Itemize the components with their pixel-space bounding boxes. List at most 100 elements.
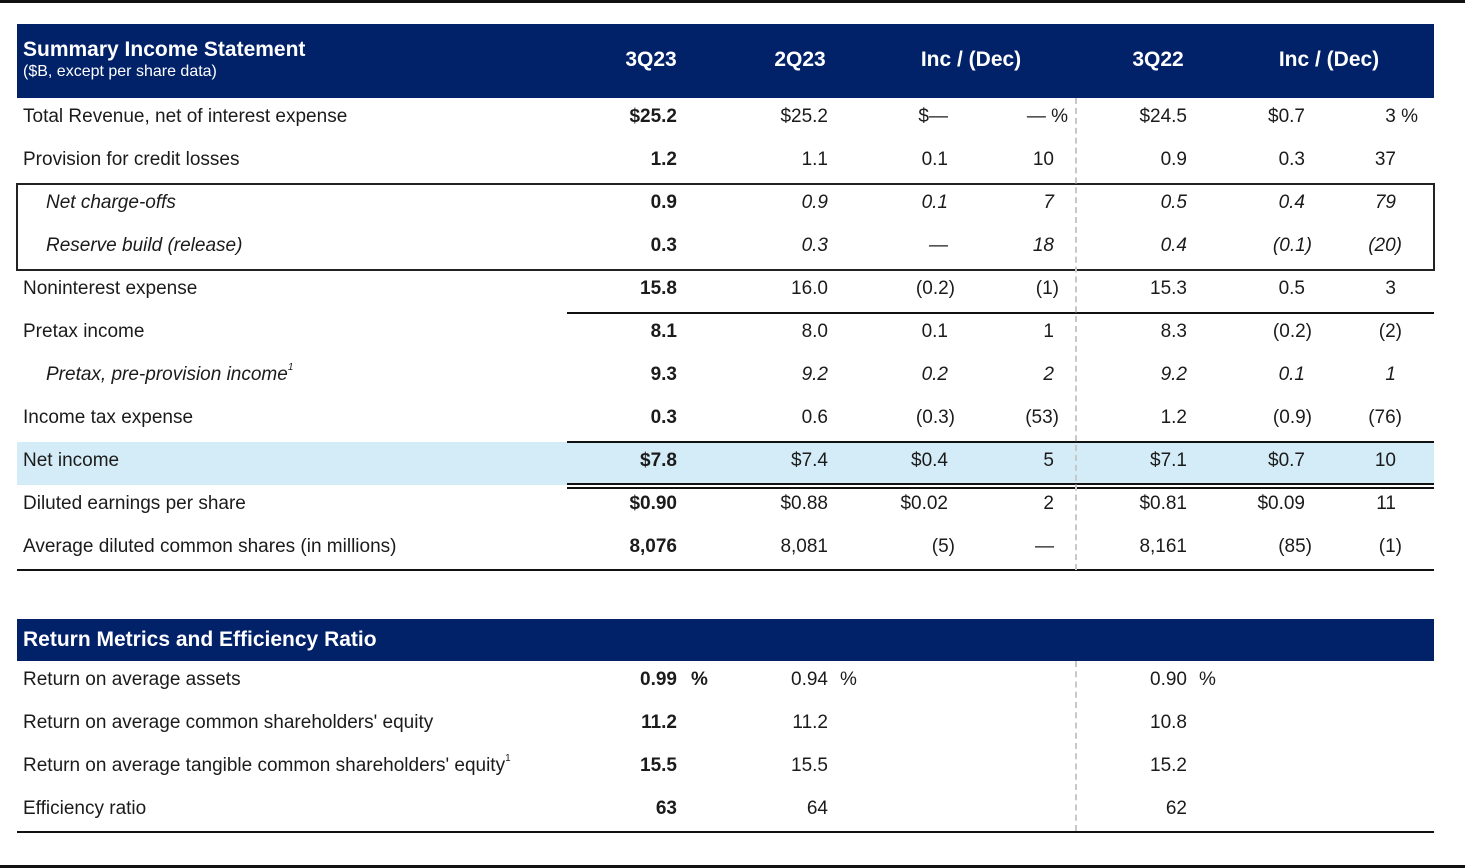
row-label: Efficiency ratio (23, 798, 147, 819)
column-header-inc-dec-qoq: Inc / (Dec) (920, 48, 1022, 71)
footnote-marker: 1 (287, 362, 294, 373)
change-amount-yoy: $0.7 (1268, 106, 1305, 127)
value-3q22: 62 (1165, 798, 1187, 819)
change-amount-qoq: 0.1 (921, 149, 948, 170)
change-percent-qoq: — % (1026, 106, 1068, 127)
row-label: Provision for credit losses (23, 149, 240, 170)
change-amount-qoq: 0.1 (921, 321, 948, 342)
change-percent-yoy: (76) (1368, 407, 1402, 428)
value-2q23: 0.9 (801, 192, 828, 213)
value-3q23: 63 (655, 798, 677, 819)
table-bottom-rule (17, 831, 1434, 833)
change-amount-yoy: 0.5 (1278, 278, 1305, 299)
change-percent-yoy: (2) (1378, 321, 1402, 342)
table-row: Average diluted common shares (in millio… (17, 528, 1434, 571)
table-row: Return on average tangible common shareh… (17, 747, 1434, 790)
value-3q23: 0.3 (650, 235, 677, 256)
table-row-highlighted: Net income $7.8 $7.4 $0.4 5 $7.1 $0.7 10 (17, 442, 1434, 485)
change-percent-yoy: 37 (1374, 149, 1396, 170)
change-percent-yoy: 10 (1374, 450, 1396, 471)
value-3q22: 0.5 (1160, 192, 1187, 213)
change-amount-yoy: (0.2) (1272, 321, 1312, 342)
table-row: Noninterest expense 15.8 16.0 (0.2) (1) … (17, 270, 1434, 313)
change-amount-qoq: (0.3) (915, 407, 955, 428)
value-3q22: 1.2 (1160, 407, 1187, 428)
return-metrics-header: Return Metrics and Efficiency Ratio (17, 619, 1434, 661)
row-label-text: Pretax, pre-provision income (46, 364, 288, 385)
value-3q23: 8.1 (650, 321, 677, 342)
subtotal-rule (567, 441, 1434, 443)
change-amount-qoq: (5) (931, 536, 955, 557)
change-percent-yoy: 79 (1374, 192, 1396, 213)
value-2q23: 8,081 (780, 536, 828, 557)
table-row: Reserve build (release) 0.3 0.3 — 18 0.4… (17, 227, 1434, 270)
row-label: Pretax, pre-provision income1 (46, 362, 294, 386)
table-row: Net charge-offs 0.9 0.9 0.1 7 0.5 0.4 79 (17, 184, 1434, 227)
value-2q23: $25.2 (780, 106, 828, 127)
income-statement-header: Summary Income Statement ($B, except per… (17, 24, 1434, 98)
row-label: Income tax expense (23, 407, 194, 428)
value-3q22: 10.8 (1150, 712, 1187, 733)
table-row: Pretax income 8.1 8.0 0.1 1 8.3 (0.2) (2… (17, 313, 1434, 356)
row-label: Noninterest expense (23, 278, 198, 299)
change-amount-qoq: $— (918, 106, 948, 127)
percent-sign: % (1199, 669, 1216, 690)
row-label: Average diluted common shares (in millio… (23, 536, 397, 557)
change-percent-qoq: 10 (1032, 149, 1054, 170)
table-row: Return on average assets 0.99 % 0.94 % 0… (17, 661, 1434, 704)
value-2q23: 0.94 (791, 669, 828, 690)
table-row: Total Revenue, net of interest expense $… (17, 98, 1434, 141)
change-percent-qoq: 1 (1043, 321, 1054, 342)
change-percent-qoq: 2 (1043, 364, 1054, 385)
change-percent-yoy: 11 (1376, 493, 1396, 514)
column-header-3q23: 3Q23 (625, 48, 677, 71)
value-3q22: 0.4 (1160, 235, 1187, 256)
table-row: Provision for credit losses 1.2 1.1 0.1 … (17, 141, 1434, 184)
net-charge-offs-box (16, 183, 1435, 271)
value-3q23: 11.2 (641, 712, 677, 733)
change-percent-yoy: (20) (1368, 235, 1402, 256)
return-metrics-title: Return Metrics and Efficiency Ratio (23, 628, 377, 651)
row-label: Total Revenue, net of interest expense (23, 106, 348, 127)
value-3q22: 15.2 (1150, 755, 1187, 776)
value-2q23: 9.2 (801, 364, 828, 385)
top-border (0, 0, 1465, 3)
change-percent-qoq: — (1035, 536, 1054, 557)
value-3q22: 8,161 (1139, 536, 1187, 557)
percent-sign: % (840, 669, 857, 690)
value-3q22: 9.2 (1160, 364, 1187, 385)
row-label-text: Return on average tangible common shareh… (23, 755, 506, 776)
footnote-marker: 1 (505, 753, 511, 764)
change-amount-yoy: $0.7 (1268, 450, 1305, 471)
value-3q23: $25.2 (629, 106, 677, 127)
value-3q22: $7.1 (1150, 450, 1187, 471)
change-amount-yoy: 0.1 (1278, 364, 1305, 385)
value-3q22: $24.5 (1139, 106, 1187, 127)
subtotal-rule (567, 312, 1434, 314)
income-statement-subtitle: ($B, except per share data) (23, 63, 217, 80)
change-amount-yoy: 0.3 (1278, 149, 1305, 170)
percent-sign: % (691, 669, 708, 690)
value-3q23: 1.2 (650, 149, 677, 170)
change-amount-yoy: 0.4 (1278, 192, 1305, 213)
value-3q23: 0.9 (650, 192, 677, 213)
table-row: Return on average common shareholders' e… (17, 704, 1434, 747)
value-2q23: 11.2 (792, 712, 828, 733)
change-amount-qoq: $0.02 (900, 493, 948, 514)
change-percent-qoq: 18 (1032, 235, 1054, 256)
change-amount-qoq: $0.4 (911, 450, 948, 471)
income-statement-title: Summary Income Statement (23, 38, 306, 61)
change-amount-yoy: (85) (1278, 536, 1312, 557)
value-2q23: 0.3 (801, 235, 828, 256)
change-amount-yoy: (0.1) (1272, 235, 1312, 256)
row-label: Return on average assets (23, 669, 241, 690)
change-amount-yoy: (0.9) (1272, 407, 1312, 428)
change-percent-yoy: (1) (1378, 536, 1402, 557)
double-rule-top (567, 483, 1434, 485)
double-rule-bottom (567, 487, 1434, 489)
value-3q22: 0.9 (1160, 149, 1187, 170)
row-label: Reserve build (release) (46, 235, 243, 256)
row-label: Return on average tangible common shareh… (23, 753, 511, 777)
value-3q22: 8.3 (1160, 321, 1187, 342)
change-amount-qoq: (0.2) (915, 278, 955, 299)
